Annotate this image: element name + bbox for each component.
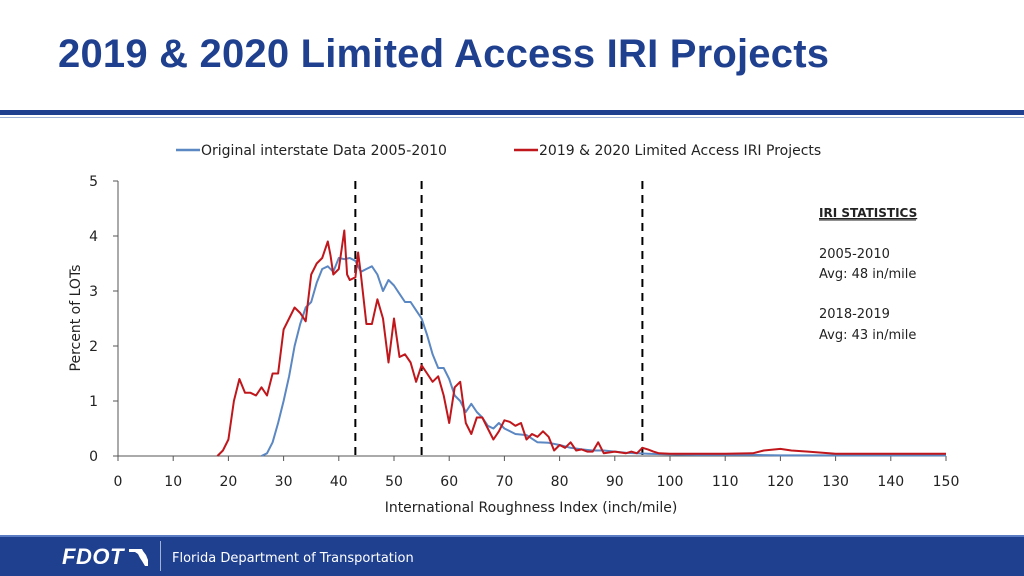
y-axis-title: Percent of LOTs: [68, 265, 84, 372]
stats-period-1: 2005-2010: [819, 247, 890, 262]
y-tick-label: 3: [89, 284, 98, 300]
x-tick-label: 110: [712, 474, 739, 490]
florida-state-icon: [128, 549, 148, 566]
fdot-logo: FDOT: [62, 543, 150, 571]
y-tick-label: 4: [89, 229, 98, 245]
x-tick-label: 10: [164, 474, 182, 490]
page-title: 2019 & 2020 Limited Access IRI Projects: [58, 32, 830, 76]
iri-statistics-box: IRI STATISTICS 2005-2010 Avg: 48 in/mile…: [819, 206, 917, 343]
stats-period-2: 2018-2019: [819, 307, 890, 322]
legend-label-original: Original interstate Data 2005-2010: [201, 143, 447, 159]
series-line-original: [261, 257, 946, 457]
footer-divider: [0, 535, 1024, 537]
footer-bar: [0, 537, 1024, 576]
y-tick-label: 2: [89, 339, 98, 355]
stats-avg-2: Avg: 43 in/mile: [819, 328, 916, 343]
legend: Original interstate Data 2005-2010 2019 …: [176, 143, 821, 159]
x-tick-label: 100: [657, 474, 684, 490]
x-tick-label: 70: [495, 474, 513, 490]
y-tick-label: 0: [89, 449, 98, 465]
x-tick-label: 60: [440, 474, 458, 490]
x-tick-label: 90: [606, 474, 624, 490]
x-tick-label: 0: [114, 474, 123, 490]
y-tick-label: 5: [89, 174, 98, 190]
x-tick-label: 140: [877, 474, 904, 490]
x-tick-label: 130: [822, 474, 849, 490]
iri-statistics-heading: IRI STATISTICS: [819, 206, 917, 220]
x-axis-title: International Roughness Index (inch/mile…: [385, 500, 678, 516]
logo-divider: [160, 541, 161, 571]
x-tick-label: 30: [275, 474, 293, 490]
title-divider: [0, 110, 1024, 115]
footer-org-name: Florida Department of Transportation: [172, 551, 414, 566]
fdot-logo-text: FDOT: [62, 544, 124, 569]
x-tick-label: 120: [767, 474, 794, 490]
x-tick-label: 40: [330, 474, 348, 490]
x-tick-label: 20: [219, 474, 237, 490]
x-tick-label: 50: [385, 474, 403, 490]
title-divider-thin: [0, 117, 1024, 118]
stats-avg-1: Avg: 48 in/mile: [819, 267, 916, 282]
legend-label-projects: 2019 & 2020 Limited Access IRI Projects: [539, 143, 821, 159]
x-tick-label: 150: [933, 474, 960, 490]
series-line-projects: [216, 229, 946, 457]
x-tick-label: 80: [551, 474, 569, 490]
y-tick-label: 1: [89, 394, 98, 410]
